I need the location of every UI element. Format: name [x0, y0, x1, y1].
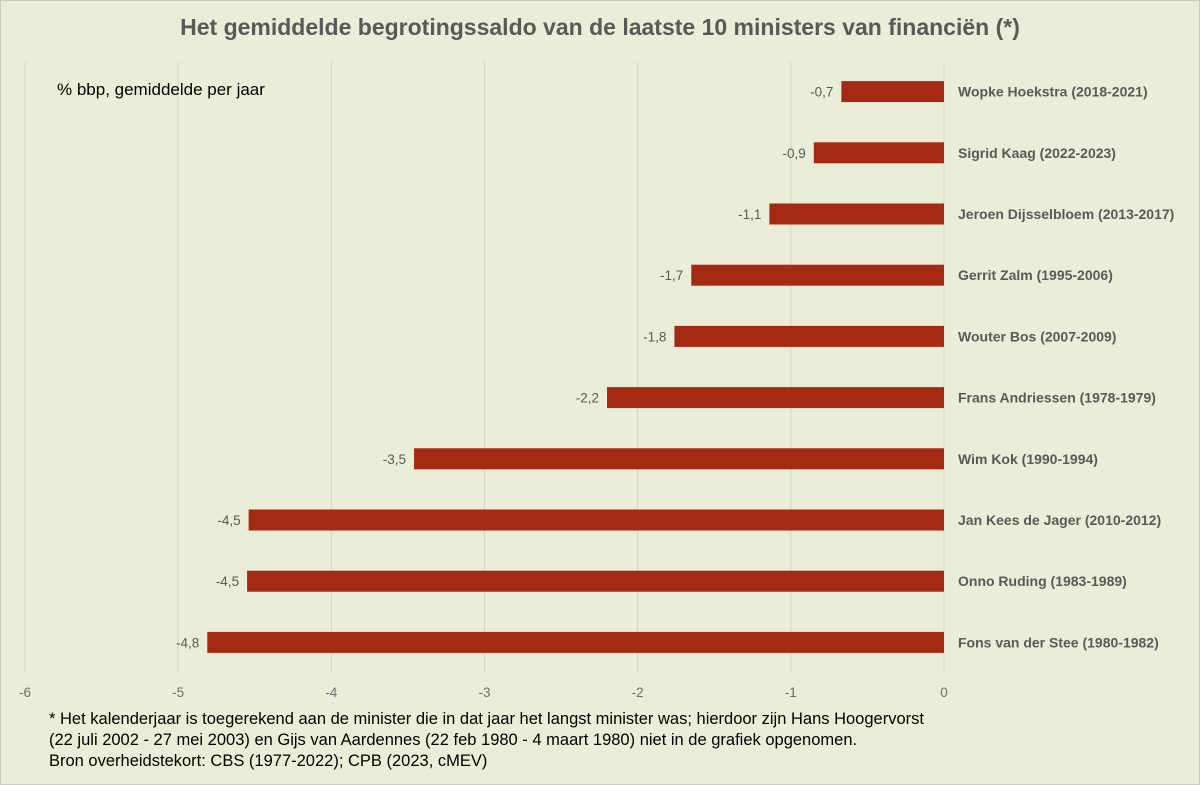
category-label: Gerrit Zalm (1995-2006): [958, 267, 1113, 283]
category-label: Fons van der Stee (1980-1982): [958, 634, 1159, 650]
bar: [691, 264, 944, 286]
bar: [841, 81, 944, 103]
data-label: -0,7: [810, 85, 833, 100]
data-label: -4,5: [217, 513, 240, 528]
bar: [769, 203, 944, 225]
data-label: -1,1: [738, 207, 761, 222]
x-tick-label: -6: [19, 685, 31, 700]
category-label: Jan Kees de Jager (2010-2012): [958, 512, 1161, 528]
footnote-line-1: * Het kalenderjaar is toegerekend aan de…: [49, 710, 924, 728]
category-label: Onno Ruding (1983-1989): [958, 573, 1127, 589]
chart-title: Het gemiddelde begrotingssaldo van de la…: [180, 14, 1020, 40]
x-tick-label: -2: [632, 685, 644, 700]
data-label: -4,8: [176, 635, 199, 650]
category-label: Wopke Hoekstra (2018-2021): [958, 84, 1148, 100]
x-tick-label: -5: [172, 685, 184, 700]
x-tick-label: -1: [785, 685, 797, 700]
x-tick-label: -3: [478, 685, 490, 700]
footnote: * Het kalenderjaar is toegerekend aan de…: [49, 709, 1179, 772]
bar: [607, 387, 944, 409]
category-label: Wim Kok (1990-1994): [958, 451, 1098, 467]
bar: [247, 570, 944, 592]
x-tick-label: 0: [940, 685, 948, 700]
unit-label: % bbp, gemiddelde per jaar: [57, 80, 265, 99]
category-label: Sigrid Kaag (2022-2023): [958, 145, 1116, 161]
category-label: Frans Andriessen (1978-1979): [958, 390, 1156, 406]
bar: [248, 509, 944, 531]
bar: [813, 142, 944, 164]
data-label: -3,5: [383, 452, 406, 467]
data-label: -1,8: [643, 329, 666, 344]
data-label: -1,7: [660, 268, 683, 283]
category-label: Jeroen Dijsselbloem (2013-2017): [958, 206, 1174, 222]
x-tick-label: -4: [325, 685, 337, 700]
footnote-line-2: (22 juli 2002 - 27 mei 2003) en Gijs van…: [49, 731, 858, 749]
bar: [674, 325, 944, 347]
data-label: -2,2: [576, 391, 599, 406]
data-label: -0,9: [783, 146, 806, 161]
bar: [414, 448, 944, 470]
bar: [207, 631, 945, 653]
category-label: Wouter Bos (2007-2009): [958, 328, 1116, 344]
data-label: -4,5: [216, 574, 239, 589]
footnote-line-3: Bron overheidstekort: CBS (1977-2022); C…: [49, 752, 488, 770]
